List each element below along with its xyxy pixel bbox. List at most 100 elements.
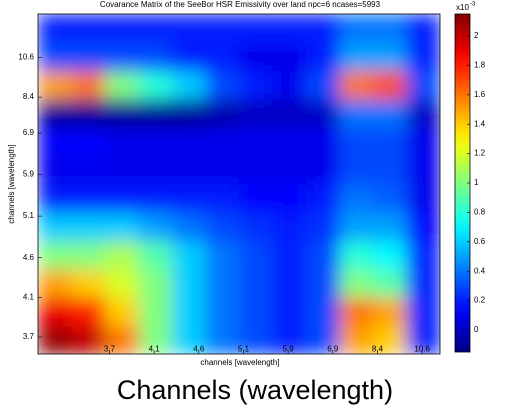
- x-tick-label: 8.4: [372, 345, 384, 354]
- heatmap-cell: [205, 99, 240, 128]
- heatmap-cell: [38, 240, 72, 270]
- heatmap-cell: [71, 70, 106, 100]
- heatmap-cell: [71, 184, 106, 213]
- y-tick-label: 4.1: [23, 292, 35, 301]
- heatmap-cell: [71, 14, 106, 43]
- heatmap-cell: [272, 269, 307, 298]
- heatmap-cell: [38, 212, 72, 242]
- y-tick-label: 4.6: [23, 253, 35, 262]
- heatmap-cell: [406, 325, 440, 354]
- heatmap-cell: [373, 297, 407, 327]
- heatmap-cell: [306, 42, 340, 72]
- heatmap-cell: [406, 297, 440, 327]
- heatmap-cell: [38, 155, 72, 185]
- y-axis-label: channels [wavelength]: [7, 144, 16, 223]
- heatmap-cell: [339, 269, 374, 298]
- heatmap-cell: [339, 212, 374, 242]
- heatmap-cell: [339, 14, 374, 43]
- heatmap-cell: [105, 14, 139, 43]
- y-tick-label: 3.7: [23, 332, 35, 341]
- y-tick-label: 8.4: [23, 92, 35, 101]
- heatmap-cell: [373, 14, 407, 43]
- heatmap-cell: [272, 127, 307, 157]
- heatmap-cell: [306, 127, 340, 157]
- x-tick-label: 4.1: [149, 345, 161, 354]
- chart-title: Covarance Matrix of the SeeBor HSR Emiss…: [100, 0, 381, 9]
- heatmap-cell: [105, 99, 139, 128]
- heatmap-cell: [138, 184, 173, 213]
- colorbar-scale-exponent: -3: [470, 2, 476, 8]
- heatmap-cell: [205, 42, 240, 72]
- heatmap-cell: [406, 42, 440, 72]
- heatmap-cell: [373, 70, 407, 100]
- heatmap-cell: [205, 297, 240, 327]
- heatmap-cell: [205, 127, 240, 157]
- heatmap-cell: [38, 127, 72, 157]
- heatmap-cell: [339, 325, 374, 354]
- colorbar-tick-label: 1.2: [474, 149, 486, 158]
- heatmap-cell: [239, 240, 273, 270]
- heatmap-cell: [71, 127, 106, 157]
- heatmap-cell: [373, 155, 407, 185]
- heatmap-cell: [105, 212, 139, 242]
- heatmap-cell: [205, 212, 240, 242]
- x-tick-label: 6.9: [327, 345, 339, 354]
- heatmap-cell: [239, 325, 273, 354]
- heatmap-cell: [105, 155, 139, 185]
- x-tick-label: 5.9: [283, 345, 295, 354]
- x-tick-label: 4.6: [193, 345, 205, 354]
- heatmap-cell: [373, 269, 407, 298]
- heatmap-cell: [205, 155, 240, 185]
- heatmap-cell: [172, 70, 206, 100]
- heatmap-cell: [205, 240, 240, 270]
- heatmap-cell: [205, 325, 240, 354]
- heatmap-cell: [306, 14, 340, 43]
- heatmap-cell: [38, 14, 72, 43]
- caption: Channels (wavelength): [117, 375, 393, 405]
- heatmap-cell: [339, 127, 374, 157]
- heatmap-cell: [138, 42, 173, 72]
- heatmap-cell: [138, 212, 173, 242]
- heatmap-cell: [172, 155, 206, 185]
- heatmap-cell: [373, 99, 407, 128]
- colorbar-tick-label: 0.6: [474, 237, 486, 246]
- heatmap-cell: [38, 269, 72, 298]
- heatmap-cell: [172, 42, 206, 72]
- heatmap-cell: [306, 240, 340, 270]
- colorbar-tick-label: 0: [474, 325, 479, 334]
- heatmap-cell: [71, 240, 106, 270]
- heatmap-cell: [105, 184, 139, 213]
- heatmap-cell: [172, 127, 206, 157]
- heatmap-cell: [406, 99, 440, 128]
- heatmap-cell: [239, 70, 273, 100]
- heatmap-cell: [205, 184, 240, 213]
- heatmap-cell: [239, 14, 273, 43]
- colorbar-tick-label: 1.6: [474, 90, 486, 99]
- colorbar-tick-label: 2: [474, 31, 479, 40]
- heatmap-cell: [205, 269, 240, 298]
- heatmap-cell: [138, 14, 173, 43]
- heatmap-cell: [272, 14, 307, 43]
- heatmap: [38, 14, 440, 354]
- heatmap-cell: [172, 325, 206, 354]
- heatmap-cell: [239, 297, 273, 327]
- y-tick-label: 5.1: [23, 211, 35, 220]
- heatmap-cell: [71, 212, 106, 242]
- plot-frame: [37, 13, 441, 355]
- heatmap-cell: [272, 297, 307, 327]
- heatmap-cell: [172, 269, 206, 298]
- heatmap-cell: [38, 70, 72, 100]
- heatmap-cell: [172, 297, 206, 327]
- heatmap-cell: [38, 297, 72, 327]
- heatmap-cell: [339, 240, 374, 270]
- heatmap-cell: [205, 70, 240, 100]
- heatmap-cell: [406, 155, 440, 185]
- heatmap-cell: [373, 184, 407, 213]
- x-tick-label: 10.6: [414, 345, 430, 354]
- heatmap-cell: [71, 99, 106, 128]
- heatmap-cell: [306, 212, 340, 242]
- heatmap-cell: [339, 155, 374, 185]
- heatmap-cell: [339, 184, 374, 213]
- heatmap-cell: [172, 184, 206, 213]
- heatmap-cell: [306, 155, 340, 185]
